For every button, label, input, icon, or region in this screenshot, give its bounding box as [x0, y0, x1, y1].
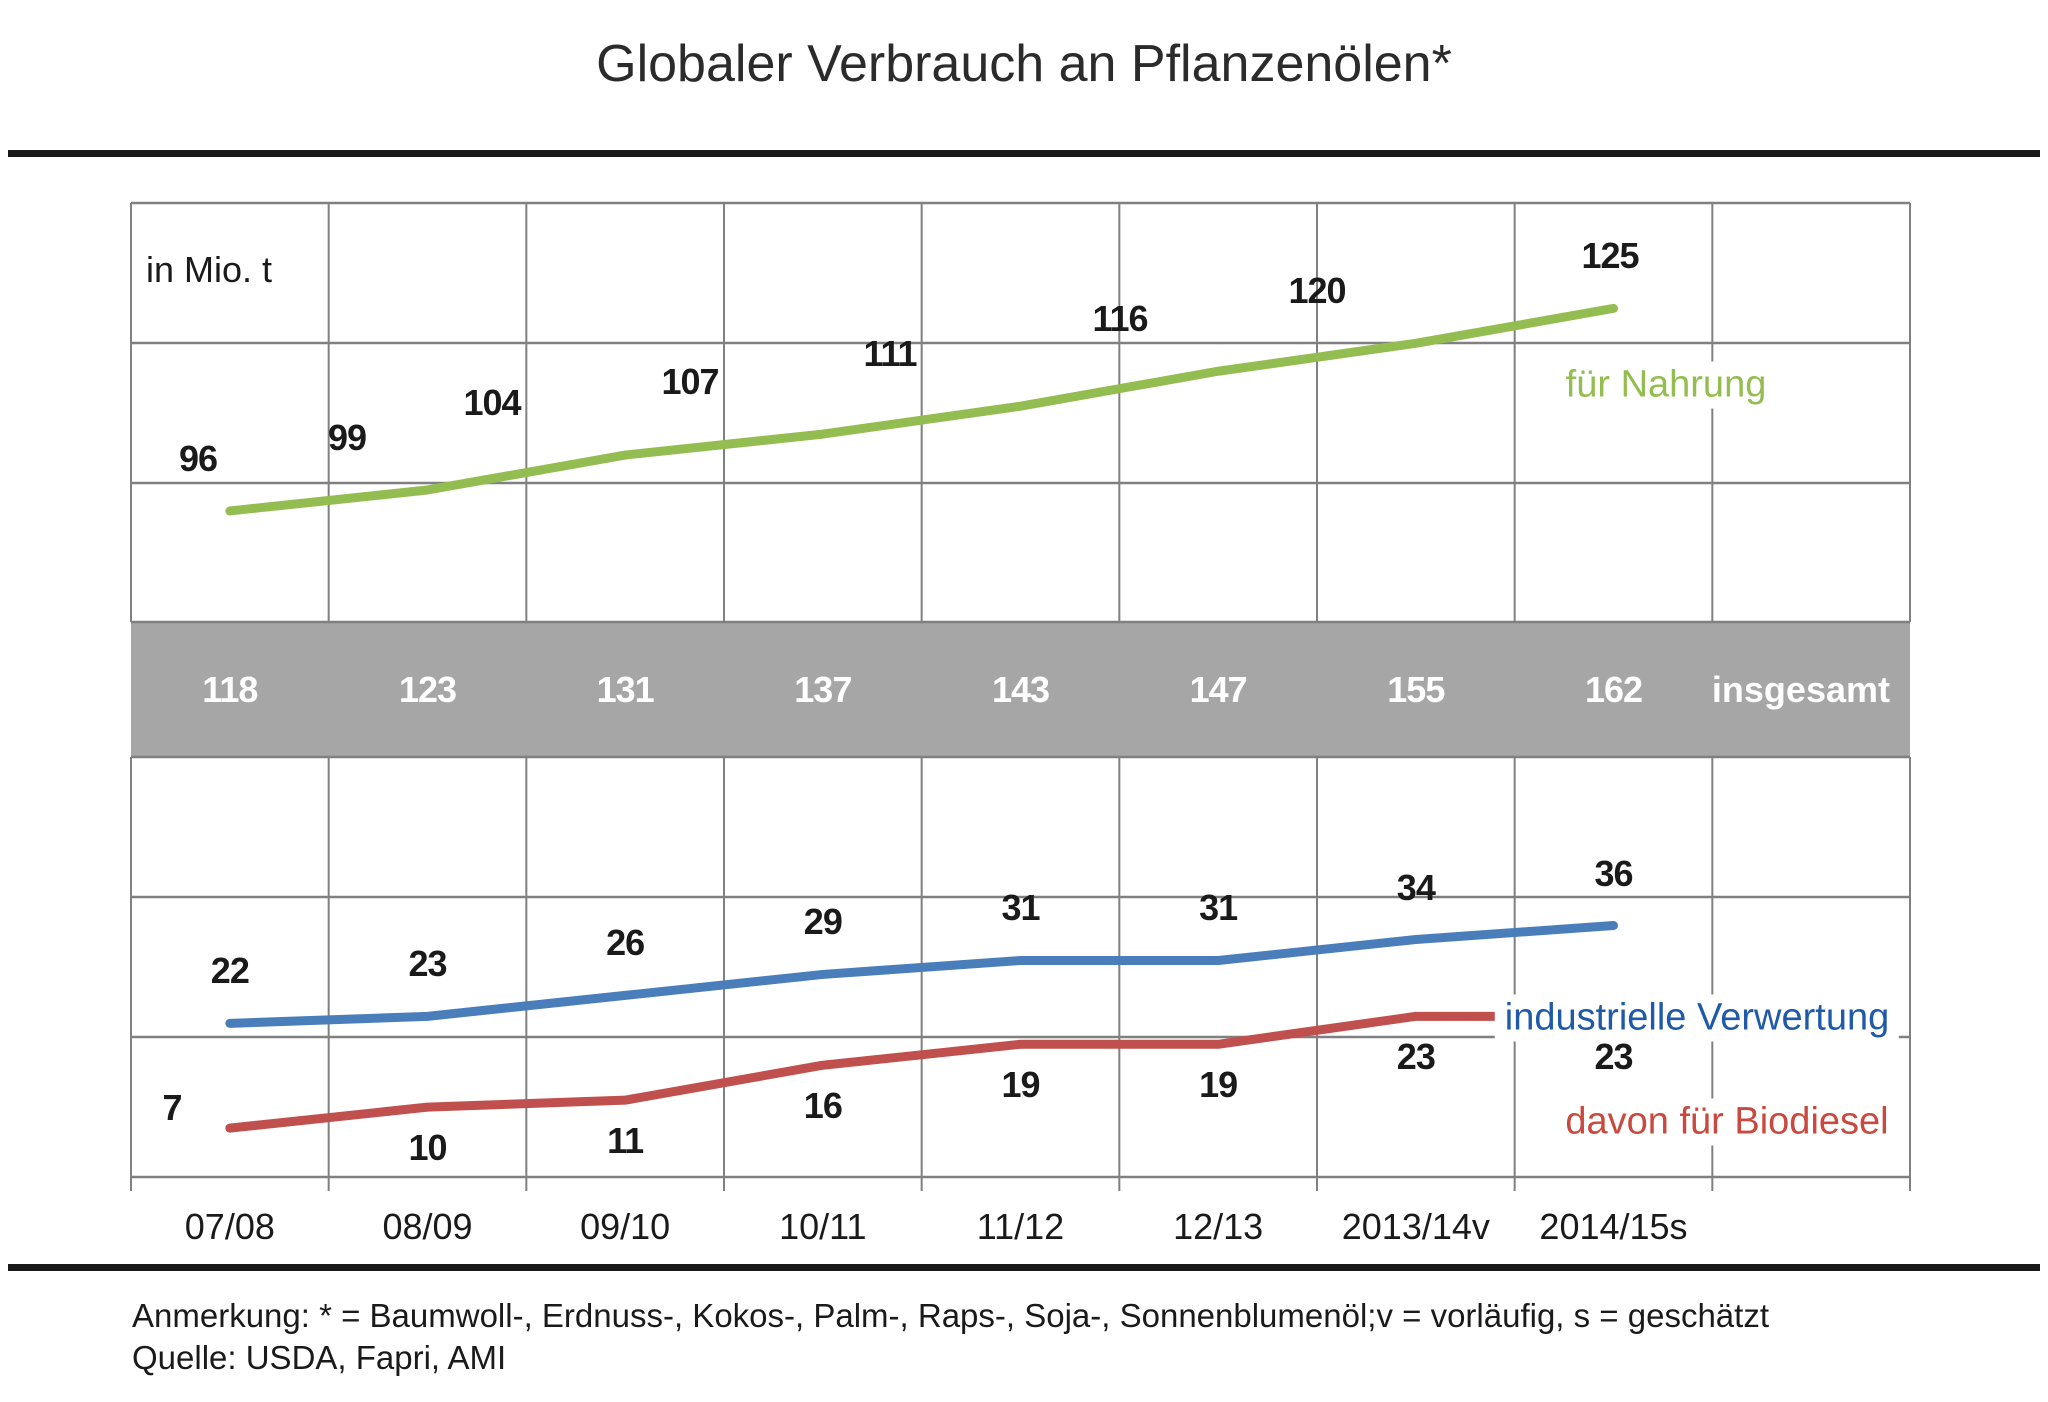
value-label-industrie: 29 — [803, 901, 843, 943]
series-line-industrie — [225, 921, 1618, 1028]
footer-divider-rule — [8, 1264, 2040, 1271]
value-label-nahrung: 125 — [1581, 235, 1639, 277]
value-label-nahrung: 104 — [463, 382, 521, 424]
x-axis-label: 2014/15s — [1539, 1206, 1688, 1247]
value-label-industrie: 23 — [408, 943, 447, 985]
value-label-nahrung: 111 — [863, 333, 917, 375]
value-label-biodiesel: 23 — [1396, 1036, 1436, 1078]
value-label-industrie: 36 — [1594, 852, 1633, 894]
total-value-label: 147 — [1189, 669, 1248, 710]
total-value-label: 162 — [1584, 669, 1643, 710]
total-value-label: 137 — [794, 669, 852, 710]
x-axis-label: 12/13 — [1173, 1206, 1264, 1247]
value-label-nahrung: 96 — [178, 437, 218, 479]
series-name-label-nahrung: für Nahrung — [1555, 361, 1777, 409]
total-band — [131, 622, 1910, 757]
x-axis-label: 07/08 — [184, 1206, 275, 1247]
value-label-nahrung: 99 — [327, 416, 367, 458]
value-label-biodiesel: 11 — [607, 1120, 644, 1162]
x-axis-label: 11/12 — [976, 1206, 1065, 1247]
value-label-industrie: 31 — [1001, 887, 1040, 929]
total-value-label: 155 — [1387, 669, 1445, 710]
x-axis-label: 10/11 — [779, 1206, 867, 1247]
value-label-biodiesel: 7 — [162, 1087, 182, 1129]
value-label-nahrung: 116 — [1092, 298, 1148, 340]
total-value-label: 131 — [596, 669, 655, 710]
value-label-industrie: 31 — [1199, 887, 1238, 929]
title-divider-rule — [8, 150, 2040, 157]
x-axis-label: 09/10 — [580, 1206, 671, 1247]
total-caption: insgesamt — [1711, 669, 1890, 710]
source-note: Quelle: USDA, Fapri, AMI — [132, 1339, 507, 1376]
series-line-nahrung — [225, 303, 1618, 516]
value-label-industrie: 22 — [210, 950, 250, 992]
unit-label: in Mio. t — [146, 249, 273, 290]
value-label-biodiesel: 19 — [1199, 1064, 1238, 1106]
total-value-label: 118 — [202, 669, 258, 710]
total-value-label: 123 — [398, 669, 457, 710]
series-line-biodiesel — [225, 1011, 1618, 1133]
series-name-label-industrie: industrielle Verwertung — [1494, 994, 1900, 1042]
x-axis-label: 08/09 — [382, 1206, 473, 1247]
series-name-label-biodiesel: davon für Biodiesel — [1555, 1098, 1899, 1146]
total-value-label: 143 — [991, 669, 1050, 710]
value-label-biodiesel: 19 — [1001, 1064, 1040, 1106]
value-label-biodiesel: 10 — [408, 1127, 447, 1169]
value-label-industrie: 34 — [1396, 866, 1436, 908]
value-label-industrie: 26 — [606, 922, 645, 964]
value-label-nahrung: 107 — [661, 361, 719, 403]
footnote: Anmerkung: * = Baumwoll-, Erdnuss-, Koko… — [132, 1297, 1769, 1334]
value-label-biodiesel: 23 — [1594, 1036, 1633, 1078]
x-axis-label: 2013/14v — [1341, 1206, 1490, 1247]
page-title: Globaler Verbrauch an Pflanzenölen* — [596, 35, 1452, 93]
value-label-nahrung: 120 — [1288, 270, 1346, 312]
value-label-biodiesel: 16 — [803, 1085, 843, 1127]
